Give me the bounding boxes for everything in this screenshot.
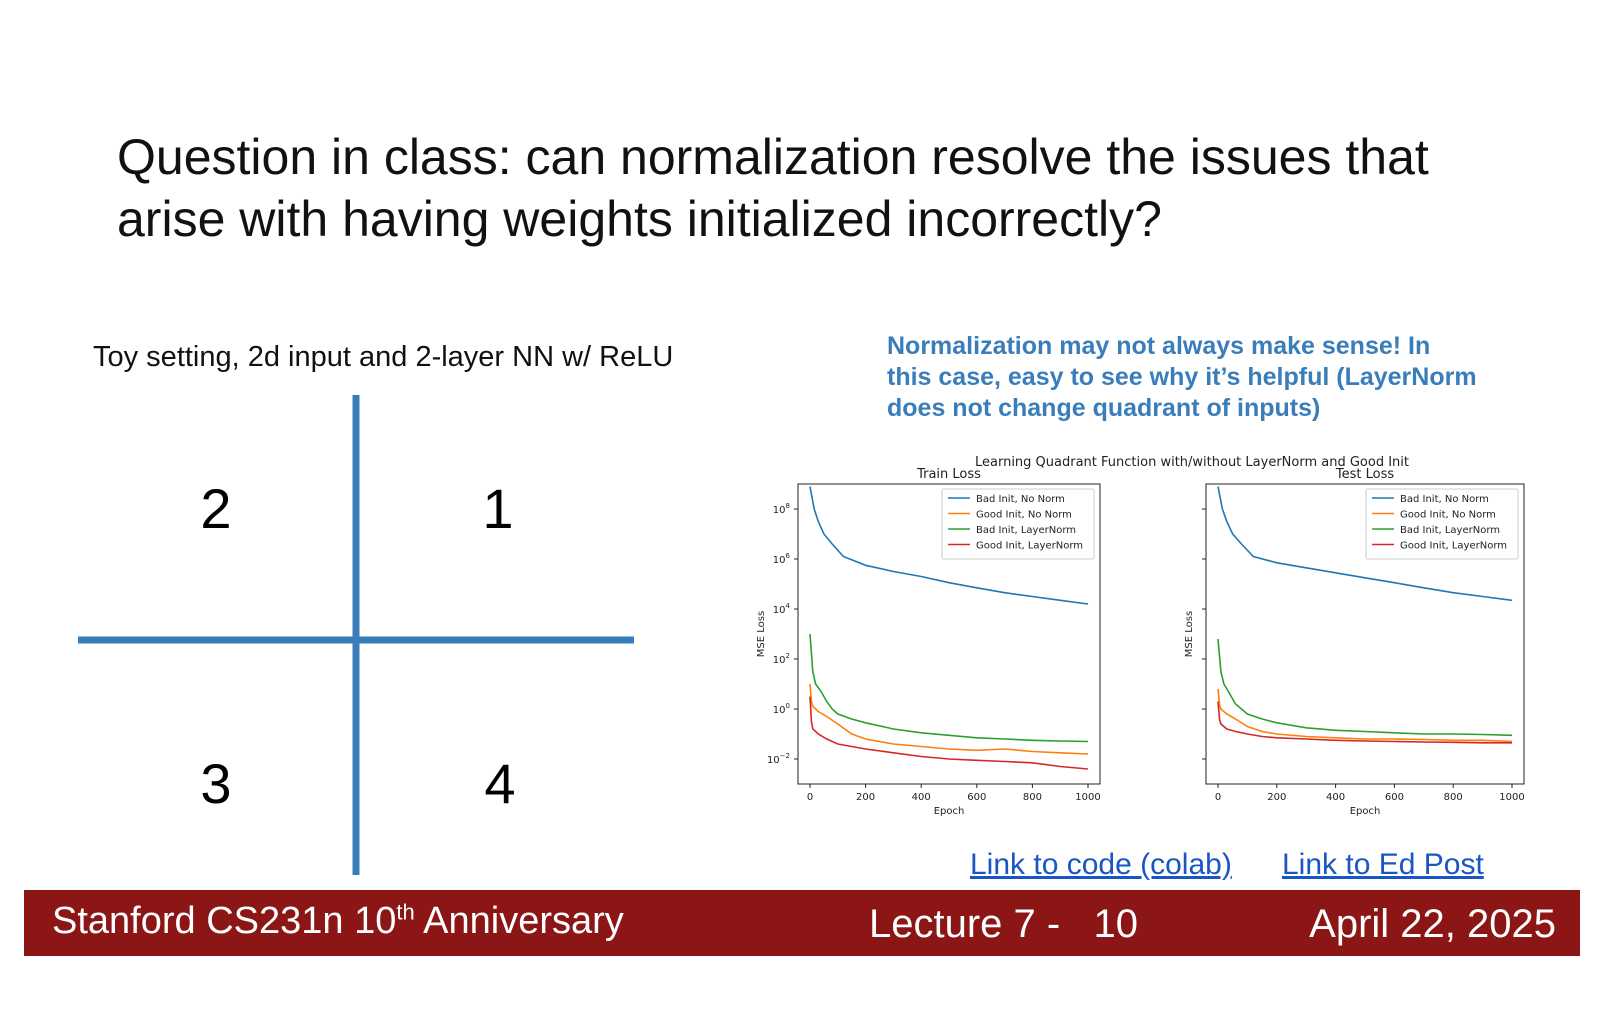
y-tick-label: 10−2	[767, 752, 790, 766]
series-line-good-init-layernorm	[1217, 701, 1512, 744]
x-tick-label: 200	[856, 792, 875, 803]
x-tick-label: 600	[1385, 792, 1404, 803]
quadrant-diagram: 2 1 3 4	[78, 395, 634, 875]
x-tick-label: 0	[1215, 792, 1221, 803]
legend-entry: Bad Init, LayerNorm	[1400, 525, 1500, 536]
footer-course-sup: th	[396, 899, 415, 925]
title-line-1: Question in class: can normalization res…	[117, 129, 1429, 185]
legend-entry: Good Init, No Norm	[1400, 510, 1496, 521]
x-tick-label: 800	[1023, 792, 1042, 803]
plot-frame	[1205, 483, 1525, 785]
series-line-bad-init-layernorm	[809, 633, 1089, 743]
x-tick-label: 200	[1267, 792, 1286, 803]
footer-course-suffix: Anniversary	[414, 900, 624, 942]
normalization-note: Normalization may not always make sense!…	[887, 331, 1547, 424]
series-line-bad-init-no-norm	[809, 486, 1089, 605]
note-line-1: Normalization may not always make sense!…	[887, 332, 1431, 360]
slide-title: Question in class: can normalization res…	[117, 126, 1517, 250]
x-tick-label: 1000	[1075, 792, 1100, 803]
quadrant-label-4: 4	[484, 752, 515, 815]
x-tick-label: 0	[807, 792, 813, 803]
train-loss-panel: Train Loss 0 200 400 600 800 1000 Epoch 10−2 100 1…	[756, 467, 1101, 817]
note-line-3: does not change quadrant of inputs)	[887, 394, 1321, 422]
x-tick-label: 600	[967, 792, 986, 803]
chart-suptitle: Learning Quadrant Function with/without …	[975, 455, 1409, 470]
x-tick-label: 400	[1326, 792, 1345, 803]
footer-date: April 22, 2025	[1309, 902, 1556, 946]
title-line-2: arise with having weights initialized in…	[117, 191, 1162, 247]
footer-bar: Stanford CS231n 10th Anniversary Lecture…	[24, 890, 1580, 956]
series-line-good-init-no-norm	[809, 683, 1089, 755]
test-loss-panel: Test Loss 0 200 400 600 800 1000 Epoch MSE Loss B…	[1184, 467, 1525, 817]
legend-box	[1365, 488, 1519, 560]
x-tick-label: 1000	[1499, 792, 1524, 803]
quadrant-label-2: 2	[200, 477, 231, 540]
quadrant-label-3: 3	[200, 752, 231, 815]
x-tick-label: 800	[1444, 792, 1463, 803]
series-line-bad-init-no-norm	[1217, 486, 1513, 602]
footer-course-name: Stanford CS231n 10	[52, 900, 397, 942]
footer-course: Stanford CS231n 10th Anniversary	[52, 900, 624, 943]
x-axis-label: Epoch	[1350, 806, 1381, 817]
link-to-ed-post[interactable]: Link to Ed Post	[1282, 848, 1484, 881]
y-tick-label: 102	[773, 652, 790, 666]
legend-entry: Bad Init, No Norm	[1400, 494, 1489, 505]
y-tick-label: 100	[773, 702, 790, 716]
link-to-code-colab[interactable]: Link to code (colab)	[970, 848, 1232, 881]
quadrant-label-1: 1	[482, 477, 513, 540]
x-axis-label: Epoch	[934, 806, 965, 817]
y-axis-label: MSE Loss	[1184, 611, 1195, 657]
legend-box	[941, 488, 1095, 560]
footer-lecture: Lecture 7 - 10	[869, 902, 1139, 946]
legend-entry: Good Init, LayerNorm	[1400, 541, 1507, 552]
legend-entry: Bad Init, No Norm	[976, 494, 1065, 505]
plot-frame	[797, 483, 1101, 785]
series-line-good-init-no-norm	[1217, 688, 1513, 743]
toy-setting-caption: Toy setting, 2d input and 2-layer NN w/ …	[93, 341, 674, 373]
loss-chart-figure: Learning Quadrant Function with/without …	[756, 455, 1525, 817]
legend-entry: Bad Init, LayerNorm	[976, 525, 1076, 536]
series-line-bad-init-layernorm	[1217, 638, 1513, 737]
legend-entry: Good Init, LayerNorm	[976, 541, 1083, 552]
note-line-2: this case, easy to see why it’s helpful …	[887, 363, 1477, 391]
panel-title: Train Loss	[916, 467, 981, 482]
panel-title: Test Loss	[1335, 467, 1394, 482]
series-line-good-init-layernorm	[809, 696, 1089, 770]
y-tick-label: 106	[773, 552, 791, 566]
y-axis-label: MSE Loss	[756, 611, 767, 657]
x-tick-label: 400	[912, 792, 931, 803]
y-tick-label: 108	[773, 502, 790, 516]
legend-entry: Good Init, No Norm	[976, 510, 1072, 521]
y-tick-label: 104	[773, 602, 791, 616]
